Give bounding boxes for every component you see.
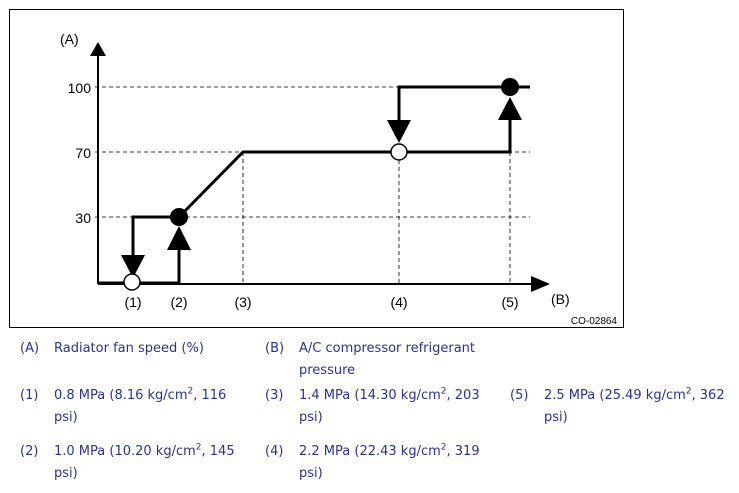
legend-key-1: (1): [20, 388, 39, 403]
x-point-2-label: (2): [170, 294, 187, 310]
open-circle-point-4: [390, 143, 408, 161]
figure-code: CO-02864: [571, 316, 618, 327]
diagram-canvas: (A) (B) 100 70 30 (1) (2) (3) (4) (5) CO…: [60, 31, 618, 327]
down-arrow-icon-1: [121, 255, 145, 278]
x-point-3-label: (3): [234, 294, 251, 310]
legend-text-2: 1.0 MPa (10.20 kg/cm2, 145 psi): [54, 442, 235, 481]
y-axis-arrow-icon: [90, 42, 106, 56]
legend-text-a: Radiator fan speed (%): [54, 341, 204, 356]
fan-speed-diagram: (A) (B) 100 70 30 (1) (2) (3) (4) (5) CO…: [9, 9, 624, 328]
legend-key-a: (A): [20, 341, 40, 356]
curve-return-path: [407, 117, 512, 154]
y-tick-70: 70: [75, 145, 91, 161]
legend-text-b: A/C compressor refrigerant pressure: [299, 341, 476, 378]
up-arrow-icon-5: [498, 97, 522, 120]
legend-text-3: 1.4 MPa (14.30 kg/cm2, 203 psi): [299, 386, 480, 425]
y-tick-30: 30: [75, 210, 91, 226]
x-axis-arrow-icon: [531, 276, 550, 292]
up-arrow-icon-2: [167, 226, 191, 250]
y-axis-label: (A): [60, 31, 79, 47]
filled-circle-point-5: [501, 78, 519, 96]
x-point-5-label: (5): [501, 294, 518, 310]
legend-key-2: (2): [20, 444, 39, 459]
legend-text-1: 0.8 MPa (8.16 kg/cm2, 116 psi): [54, 386, 227, 425]
x-point-1-label: (1): [124, 294, 141, 310]
legend-text-5: 2.5 MPa (25.49 kg/cm2, 362 psi): [544, 386, 725, 425]
legend-key-5: (5): [510, 388, 529, 403]
open-circle-point-1: [123, 273, 141, 291]
legend-key-b: (B): [265, 341, 285, 356]
legend-text-4: 2.2 MPa (22.43 kg/cm2, 319 psi): [299, 442, 480, 481]
down-arrow-icon-4: [387, 120, 411, 143]
legend-key-3: (3): [265, 388, 284, 403]
curve-top-path: [397, 85, 530, 127]
y-tick-100: 100: [68, 80, 92, 96]
x-axis-label: (B): [551, 291, 570, 307]
axes: [90, 42, 550, 292]
gridlines: [95, 86, 530, 284]
legend-key-4: (4): [265, 444, 284, 459]
fan-speed-curve: [98, 85, 530, 285]
filled-circle-point-2: [170, 208, 188, 226]
x-point-4-label: (4): [390, 294, 407, 310]
